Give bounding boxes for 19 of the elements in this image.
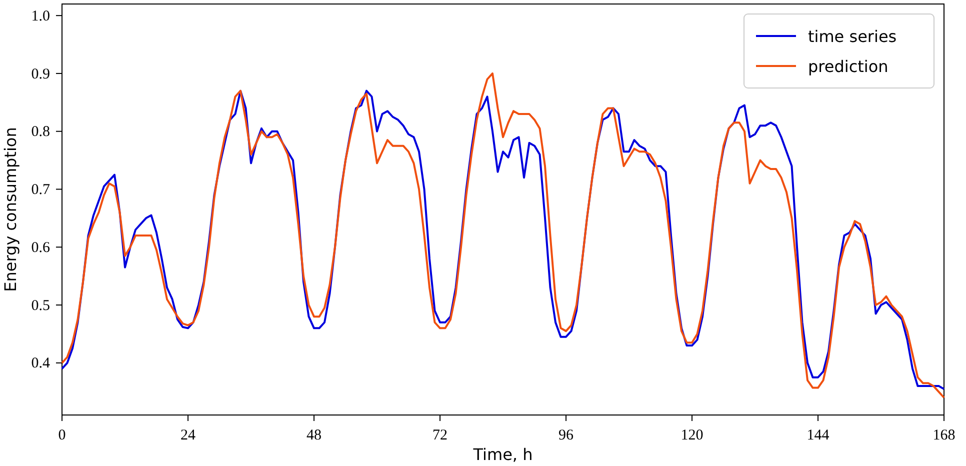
y-tick-label: 0.6 [31,240,50,256]
x-tick-label: 96 [558,428,574,444]
legend-label: time series [808,27,897,46]
x-tick-label: 120 [680,428,704,444]
x-tick-label: 72 [432,428,448,444]
x-axis-title: Time, h [472,445,533,464]
y-tick-label: 0.4 [31,356,50,372]
legend-label: prediction [808,57,888,76]
y-tick-label: 0.8 [31,124,50,140]
y-tick-label: 0.9 [31,66,50,82]
x-tick-label: 144 [806,428,830,444]
y-axis-title: Energy consumption [1,127,20,292]
x-tick-label: 48 [306,428,322,444]
x-tick-label: 24 [180,428,196,444]
y-tick-label: 1.0 [31,8,50,24]
y-tick-label: 0.7 [31,182,50,198]
x-tick-label: 0 [58,428,66,444]
x-tick-label: 168 [932,428,956,444]
y-tick-label: 0.5 [31,298,50,314]
